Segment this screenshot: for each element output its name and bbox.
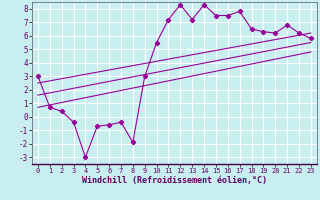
X-axis label: Windchill (Refroidissement éolien,°C): Windchill (Refroidissement éolien,°C) — [82, 176, 267, 185]
